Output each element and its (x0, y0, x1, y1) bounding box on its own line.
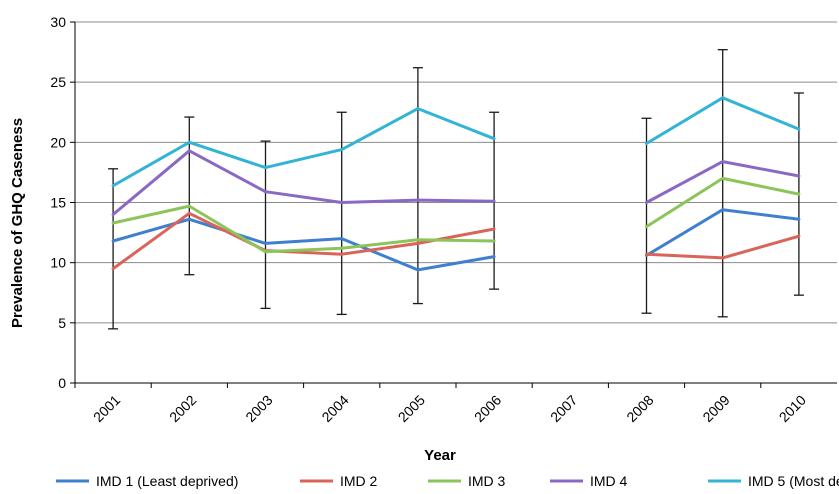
series-lines (111, 96, 801, 272)
y-tick-label: 25 (50, 74, 66, 90)
legend-label-imd-3: IMD 3 (468, 473, 506, 489)
legend-label-imd-1-least-deprived: IMD 1 (Least deprived) (96, 473, 238, 489)
error-bars (108, 49, 804, 330)
y-axis-title: Prevalence of GHQ Caseness (9, 118, 26, 328)
x-tick-label-2009: 2009 (699, 392, 732, 425)
y-tick-label: 20 (50, 134, 66, 150)
y-tick-label: 10 (50, 255, 66, 271)
legend-label-imd-4: IMD 4 (590, 473, 628, 489)
x-tick-labels: 2001 2002 2003 2004 2005 2006 2007 2008 2009 2010 (74, 383, 809, 425)
y-tick-label: 5 (58, 315, 66, 331)
y-tick-label: 0 (58, 375, 66, 391)
legend: IMD 1 (Least deprived) IMD 2 IMD 3 IMD 4 IMD… (56, 473, 839, 489)
x-tick-label-2010: 2010 (776, 392, 809, 425)
x-tick-label-2005: 2005 (395, 392, 428, 425)
legend-label-imd-2: IMD 2 (340, 473, 378, 489)
x-tick-label-2007: 2007 (547, 392, 580, 425)
y-tick-label: 15 (50, 195, 66, 211)
series-line-imd-3 (111, 176, 801, 254)
y-tick-labels: 0 5 10 15 20 25 30 (50, 14, 75, 391)
x-tick-label-2002: 2002 (166, 392, 199, 425)
x-tick-label-2004: 2004 (318, 392, 351, 425)
legend-label-imd-5-most-deprived: IMD 5 (Most deprived) (748, 473, 839, 489)
x-tick-label-2003: 2003 (242, 392, 275, 425)
x-tick-label-2008: 2008 (623, 392, 656, 425)
series-line-imd-5-most-deprived (111, 96, 801, 188)
x-tick-label-2001: 2001 (90, 392, 123, 425)
y-tick-label: 30 (50, 14, 66, 30)
series-line-imd-4 (111, 149, 801, 216)
x-axis-title: Year (424, 447, 456, 464)
x-tick-label-2006: 2006 (471, 392, 504, 425)
gridlines (75, 21, 837, 324)
